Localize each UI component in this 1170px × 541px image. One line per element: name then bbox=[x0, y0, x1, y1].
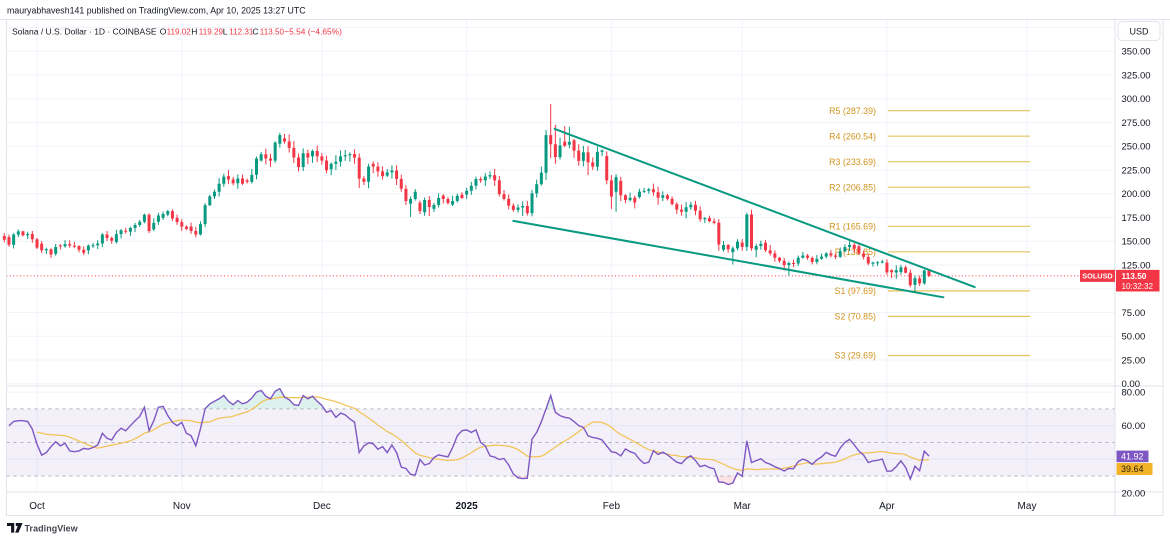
svg-text:200.00: 200.00 bbox=[1122, 189, 1151, 200]
svg-text:113.50: 113.50 bbox=[1122, 271, 1147, 281]
svg-text:119.02: 119.02 bbox=[167, 28, 192, 37]
svg-text:USD: USD bbox=[1129, 27, 1149, 37]
svg-text:Mar: Mar bbox=[734, 501, 752, 512]
svg-text:41.92: 41.92 bbox=[1121, 452, 1144, 462]
svg-text:SOLUSD: SOLUSD bbox=[1082, 272, 1112, 281]
svg-text:Oct: Oct bbox=[29, 501, 45, 512]
svg-text:250.00: 250.00 bbox=[1122, 142, 1151, 153]
svg-text:Solana / U.S. Dollar · 1D · CO: Solana / U.S. Dollar · 1D · COINBASE bbox=[12, 27, 157, 37]
svg-text:P (138.85): P (138.85) bbox=[835, 247, 876, 257]
svg-text:May: May bbox=[1018, 501, 1037, 512]
svg-text:175.00: 175.00 bbox=[1122, 213, 1151, 224]
svg-text:300.00: 300.00 bbox=[1122, 94, 1151, 105]
svg-text:Dec: Dec bbox=[313, 501, 331, 512]
svg-text:10:32:32: 10:32:32 bbox=[1122, 282, 1154, 291]
svg-text:60.00: 60.00 bbox=[1122, 421, 1146, 432]
svg-text:113.50: 113.50 bbox=[260, 28, 285, 37]
svg-text:O: O bbox=[160, 27, 167, 37]
svg-text:50.00: 50.00 bbox=[1122, 332, 1146, 343]
svg-text:R4 (260.54): R4 (260.54) bbox=[829, 131, 876, 141]
svg-text:−5.54 (−4.65%): −5.54 (−4.65%) bbox=[284, 27, 342, 37]
svg-text:H: H bbox=[191, 27, 197, 37]
svg-text:325.00: 325.00 bbox=[1122, 70, 1151, 81]
svg-text:75.00: 75.00 bbox=[1122, 308, 1146, 319]
svg-text:TradingView: TradingView bbox=[25, 524, 78, 534]
svg-text:150.00: 150.00 bbox=[1122, 237, 1151, 248]
svg-text:mauryabhavesh141 published on: mauryabhavesh141 published on TradingVie… bbox=[7, 6, 306, 16]
svg-text:125.00: 125.00 bbox=[1122, 260, 1151, 271]
svg-text:275.00: 275.00 bbox=[1122, 118, 1151, 129]
svg-text:112.31: 112.31 bbox=[229, 28, 254, 37]
svg-text:80.00: 80.00 bbox=[1122, 388, 1146, 399]
svg-text:R1 (165.69): R1 (165.69) bbox=[829, 221, 876, 231]
svg-text:119.29: 119.29 bbox=[199, 28, 224, 37]
svg-text:20.00: 20.00 bbox=[1122, 488, 1146, 499]
svg-text:Apr: Apr bbox=[879, 501, 895, 512]
svg-text:0.00: 0.00 bbox=[1122, 379, 1141, 390]
svg-text:39.64: 39.64 bbox=[1121, 464, 1144, 474]
svg-text:Feb: Feb bbox=[603, 501, 621, 512]
svg-text:350.00: 350.00 bbox=[1122, 47, 1151, 58]
svg-text:R5 (287.39): R5 (287.39) bbox=[829, 106, 876, 116]
svg-text:225.00: 225.00 bbox=[1122, 165, 1151, 176]
svg-text:25.00: 25.00 bbox=[1122, 355, 1146, 366]
svg-text:S3 (29.69): S3 (29.69) bbox=[835, 351, 876, 361]
svg-text:2025: 2025 bbox=[455, 501, 478, 512]
svg-text:Nov: Nov bbox=[173, 501, 191, 512]
svg-text:S1 (97.69): S1 (97.69) bbox=[835, 286, 876, 296]
svg-text:L: L bbox=[223, 27, 228, 37]
svg-text:S2 (70.85): S2 (70.85) bbox=[835, 311, 876, 321]
svg-text:C: C bbox=[252, 27, 258, 37]
svg-text:R2 (206.85): R2 (206.85) bbox=[829, 182, 876, 192]
svg-text:R3 (233.69): R3 (233.69) bbox=[829, 157, 876, 167]
